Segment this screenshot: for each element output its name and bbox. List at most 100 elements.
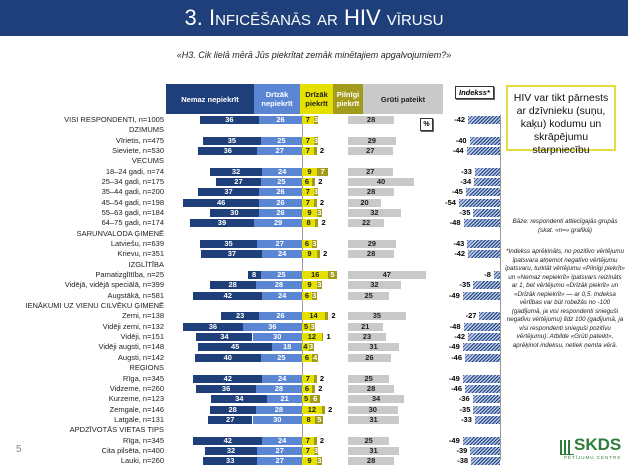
bar-drizak-piekrit: 7	[302, 374, 314, 383]
label-pilnigi-piekrit: 2	[331, 311, 336, 321]
bar-pilnigi-piekrit	[321, 333, 324, 342]
bar-nemaz-nepiekrit: 27	[207, 415, 253, 424]
bar-pilnigi-piekrit	[311, 178, 316, 187]
row-label: Kurzeme, n=123	[108, 394, 164, 404]
bar-drizak-nepiekrit: 27	[257, 457, 302, 466]
label-pilnigi-piekrit: 2	[319, 146, 325, 156]
bar-gruti-pateikt: 40	[348, 178, 414, 187]
label-index: -49	[448, 435, 460, 445]
bar-drizak-nepiekrit: 21	[267, 395, 302, 404]
bar-gruti-pateikt: 28	[348, 384, 395, 393]
bar-drizak-nepiekrit: 25	[260, 271, 302, 280]
group-header: DZIMUMS	[129, 125, 164, 135]
group-header: IZGLĪTĪBA	[128, 259, 164, 269]
label-pilnigi-piekrit: 2	[328, 404, 333, 414]
row-label: 45–54 gadi, n=198	[101, 197, 164, 207]
bar-index	[493, 271, 500, 280]
label-index: -8	[484, 270, 491, 280]
bar-drizak-nepiekrit: 26	[259, 312, 302, 321]
bar-drizak-nepiekrit: 27	[257, 446, 302, 455]
bar-drizak-nepiekrit: 18	[272, 343, 302, 352]
row-label: Vidēji zemi, n=132	[102, 321, 164, 331]
bar-drizak-nepiekrit: 36	[242, 322, 302, 331]
label-index: -43	[453, 239, 465, 249]
bar-index	[465, 188, 500, 197]
bar-drizak-piekrit: 6	[302, 384, 312, 393]
bar-drizak-piekrit: 12	[302, 405, 322, 414]
bar-gruti-pateikt: 28	[348, 188, 395, 197]
bar-index	[465, 384, 500, 393]
bar-index	[473, 405, 500, 414]
bar-drizak-piekrit: 9	[302, 209, 317, 218]
bar-drizak-nepiekrit: 27	[257, 240, 302, 249]
label-index: -44	[452, 146, 464, 156]
bar-nemaz-nepiekrit: 40	[194, 353, 261, 362]
label-index: -34	[460, 177, 472, 187]
bar-gruti-pateikt: 28	[348, 116, 395, 124]
bar-index	[463, 219, 500, 228]
bar-index	[471, 457, 500, 466]
bar-index	[472, 395, 500, 404]
bar-nemaz-nepiekrit: 36	[183, 322, 243, 331]
label-index: -46	[451, 352, 463, 362]
question-text: «H3. Cik lielā mērā Jūs piekrītat zemāk …	[176, 50, 452, 60]
bar-nemaz-nepiekrit: 42	[193, 291, 263, 300]
bar-drizak-piekrit: 6	[302, 291, 312, 300]
label-pilnigi-piekrit: 2	[318, 177, 323, 187]
bar-drizak-nepiekrit: 26	[259, 188, 302, 197]
bar-drizak-nepiekrit: 30	[252, 333, 302, 342]
legend-pilnigi-piekrit: Pilnīgi piekrīt	[333, 84, 363, 114]
bar-drizak-nepiekrit: 24	[262, 436, 302, 445]
bar-drizak-piekrit: 7	[302, 136, 314, 145]
label-index: -48	[449, 321, 461, 331]
logo-subtext: PĒTĪJUMU CENTRS	[563, 455, 622, 460]
bar-pilnigi-piekrit: 3	[316, 280, 322, 290]
bar-gruti-pateikt: 31	[348, 415, 400, 424]
label-index: -39	[456, 445, 468, 455]
bar-nemaz-nepiekrit: 33	[203, 457, 258, 466]
row-label: 18–24 gadi, n=74	[105, 166, 164, 176]
bar-index	[468, 250, 500, 259]
bar-drizak-piekrit: 8	[302, 415, 316, 424]
row-label: Vidzeme, n=260	[109, 383, 164, 393]
bar-drizak-piekrit: 9	[302, 457, 317, 466]
bar-index	[462, 374, 500, 383]
bar-index	[469, 136, 500, 145]
row-label: 55–63 gadi, n=184	[101, 208, 164, 218]
bar-nemaz-nepiekrit: 32	[209, 167, 263, 176]
bar-pilnigi-piekrit: 3	[316, 456, 322, 466]
bar-drizak-piekrit: 16	[302, 271, 329, 280]
bar-gruti-pateikt: 25	[348, 374, 390, 383]
bar-index	[458, 198, 500, 207]
bar-index	[462, 436, 500, 445]
bar-gruti-pateikt: 32	[348, 281, 401, 290]
legend-gruti-pateikt: Grūti pateikt	[363, 84, 443, 114]
bar-drizak-piekrit: 8	[302, 219, 316, 228]
bar-drizak-nepiekrit: 24	[262, 250, 302, 259]
bar-drizak-nepiekrit: 28	[255, 405, 302, 414]
bar-drizak-piekrit: 12	[302, 333, 322, 342]
bar-nemaz-nepiekrit: 8	[247, 271, 261, 280]
row-label: 64–75 gadi, n=174	[101, 218, 164, 228]
label-index: -35	[459, 280, 471, 290]
bar-drizak-piekrit: 7	[302, 147, 314, 156]
bar-drizak-nepiekrit: 30	[252, 415, 302, 424]
bar-nemaz-nepiekrit: 39	[189, 219, 255, 228]
statement-box: HIV var tikt pārnests ar dzīvnieku (suņu…	[506, 85, 616, 156]
logo-bars-icon	[560, 440, 574, 455]
bar-nemaz-nepiekrit: 30	[209, 209, 260, 218]
label-pilnigi-piekrit: 2	[323, 249, 328, 259]
row-label: Krievu, n=351	[117, 249, 165, 259]
bar-drizak-nepiekrit: 28	[255, 384, 302, 393]
label-index: -42	[454, 249, 466, 259]
label-pilnigi-piekrit: 2	[319, 373, 325, 383]
label-pilnigi-piekrit: 1	[326, 332, 331, 342]
bar-pilnigi-piekrit	[311, 384, 316, 393]
bar-gruti-pateikt: 30	[348, 405, 398, 414]
group-header: SARUNVALODA ĢIMENĒ	[76, 228, 164, 238]
bar-drizak-piekrit: 7	[302, 198, 314, 207]
bar-pilnigi-piekrit: 3	[313, 115, 319, 124]
bar-index	[463, 322, 500, 331]
bar-drizak-nepiekrit: 27	[257, 147, 302, 156]
bar-gruti-pateikt: 23	[348, 333, 386, 342]
